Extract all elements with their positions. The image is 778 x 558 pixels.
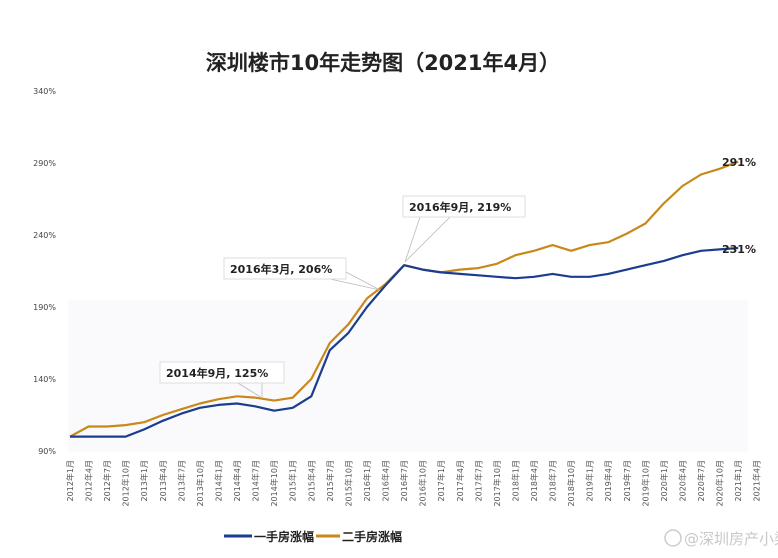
y-tick-label: 190% xyxy=(33,303,56,312)
x-tick-label: 2018年1月 xyxy=(510,460,520,501)
annotation-2016-03: 2016年3月, 206% xyxy=(223,257,381,291)
x-tick-label: 2020年1月 xyxy=(659,460,669,501)
x-tick-label: 2015年10月 xyxy=(343,460,353,507)
chart-title: 深圳楼市10年走势图（2021年4月） xyxy=(206,51,560,75)
x-tick-label: 2016年4月 xyxy=(381,460,391,501)
x-tick-label: 2012年4月 xyxy=(84,460,94,501)
x-tick-label: 2016年10月 xyxy=(418,460,428,507)
x-tick-label: 2015年7月 xyxy=(325,460,335,501)
x-tick-label: 2020年7月 xyxy=(696,460,706,501)
x-tick-label: 2014年4月 xyxy=(232,460,242,501)
annotation-2014: 2014年9月, 125% xyxy=(159,361,285,399)
weibo-icon xyxy=(664,529,682,547)
end-label-new: 231% xyxy=(722,243,756,256)
legend-label-secondhand: 二手房涨幅 xyxy=(342,529,402,544)
x-tick-label: 2014年7月 xyxy=(251,460,261,501)
x-tick-label: 2016年1月 xyxy=(362,460,372,501)
x-tick-label: 2020年10月 xyxy=(715,460,725,507)
x-tick-label: 2020年4月 xyxy=(677,460,687,501)
watermark-text: @深圳房产小梁 xyxy=(684,530,778,548)
x-tick-label: 2017年10月 xyxy=(492,460,502,507)
series-line-new xyxy=(70,246,739,438)
x-tick-label: 2013年7月 xyxy=(176,460,186,501)
x-tick-label: 2013年4月 xyxy=(158,460,168,501)
annotation-label: 2016年3月, 206% xyxy=(230,262,332,276)
x-tick-label: 2012年1月 xyxy=(65,460,75,501)
x-tick-label: 2018年4月 xyxy=(529,460,539,501)
x-tick-label: 2021年1月 xyxy=(733,460,743,501)
watermark: @深圳房产小梁 xyxy=(664,529,778,548)
x-tick-label: 2013年10月 xyxy=(195,460,205,507)
end-label-secondhand: 291% xyxy=(722,156,756,169)
legend: 一手房涨幅 二手房涨幅 xyxy=(224,529,402,544)
x-tick-label: 2014年1月 xyxy=(213,460,223,501)
x-tick-label: 2013年1月 xyxy=(139,460,149,501)
y-tick-label: 340% xyxy=(33,87,56,96)
x-tick-label: 2012年10月 xyxy=(121,460,131,507)
x-tick-label: 2015年4月 xyxy=(306,460,316,501)
x-tick-label: 2018年7月 xyxy=(548,460,558,501)
x-tick-label: 2017年1月 xyxy=(436,460,446,501)
x-tick-label: 2015年1月 xyxy=(288,460,298,501)
y-axis: 90% 140% 190% 240% 290% 340% xyxy=(33,87,56,456)
x-tick-label: 2016年7月 xyxy=(399,460,409,501)
x-tick-label: 2021年4月 xyxy=(752,460,762,501)
y-tick-label: 140% xyxy=(33,375,56,384)
x-axis: 2012年1月 2012年4月 2012年7月 2012年10月 2013年1月 2013… xyxy=(65,460,762,507)
annotation-2016-09: 2016年9月, 219% xyxy=(402,195,526,263)
x-tick-label: 2019年1月 xyxy=(585,460,595,501)
series-lines xyxy=(69,160,739,438)
y-tick-label: 240% xyxy=(33,231,56,240)
y-tick-label: 90% xyxy=(38,447,56,456)
x-tick-label: 2019年4月 xyxy=(603,460,613,501)
x-tick-label: 2019年10月 xyxy=(640,460,650,507)
y-tick-label: 290% xyxy=(33,159,56,168)
x-tick-label: 2019年7月 xyxy=(622,460,632,501)
legend-label-new: 一手房涨幅 xyxy=(254,529,314,544)
x-tick-label: 2014年10月 xyxy=(269,460,279,507)
annotation-label: 2016年9月, 219% xyxy=(409,200,511,214)
x-tick-label: 2017年4月 xyxy=(455,460,465,501)
x-tick-label: 2018年10月 xyxy=(566,460,576,507)
annotation-label: 2014年9月, 125% xyxy=(166,366,268,380)
x-tick-label: 2012年7月 xyxy=(102,460,112,501)
x-tick-label: 2017年7月 xyxy=(473,460,483,501)
